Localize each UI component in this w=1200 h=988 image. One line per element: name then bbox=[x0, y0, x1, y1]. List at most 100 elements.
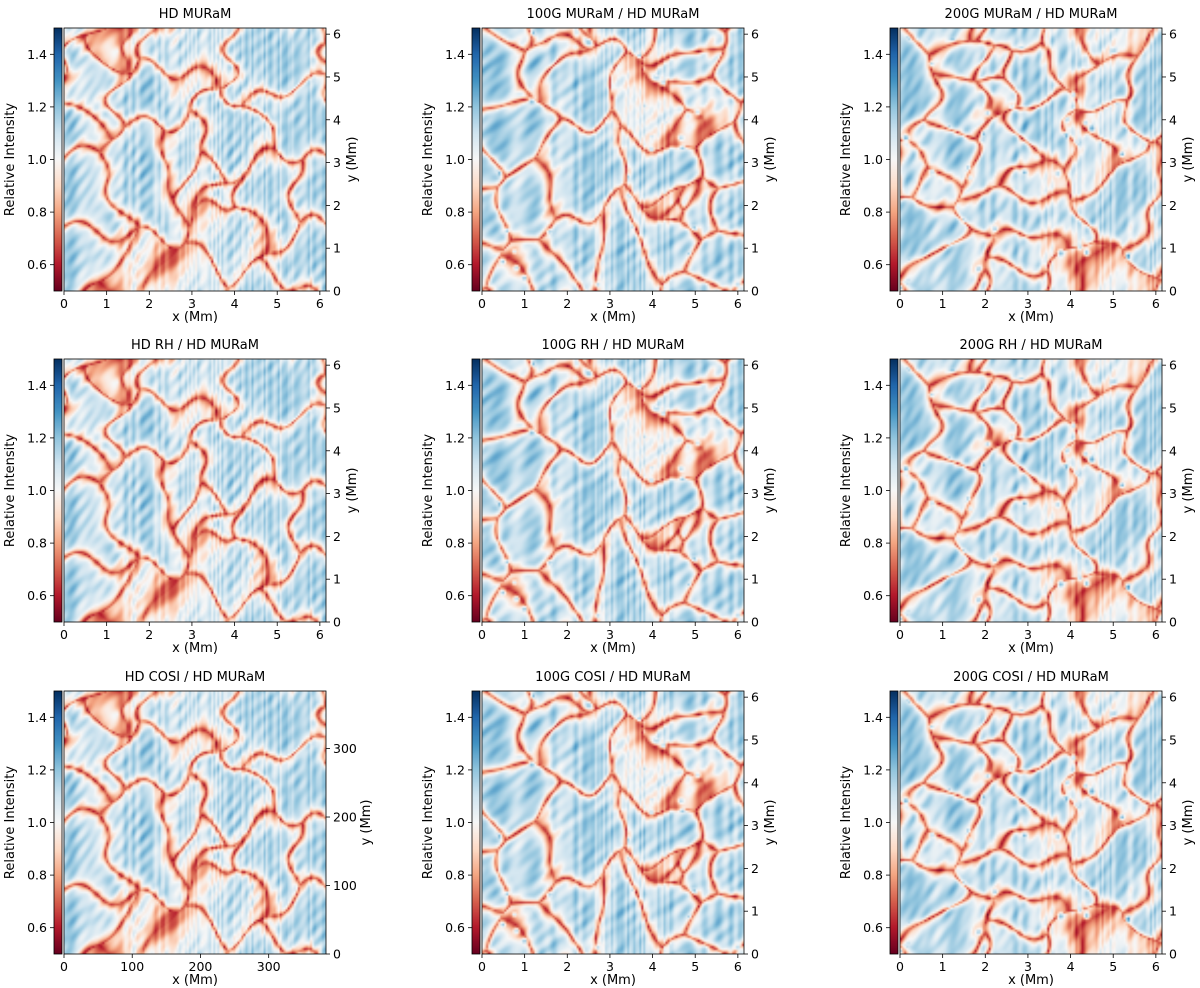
colorbar-tick-label: 1.2 bbox=[445, 99, 465, 114]
x-tick-label: 6 bbox=[316, 627, 324, 642]
panel-frame bbox=[481, 27, 745, 292]
colorbar-tick-label: 1.4 bbox=[27, 378, 47, 393]
x-tick-label: 0 bbox=[478, 627, 486, 642]
colorbar bbox=[890, 691, 898, 954]
y-tick-label: 0 bbox=[751, 947, 759, 962]
x-tick-label: 1 bbox=[521, 627, 529, 642]
y-tick-label: 0 bbox=[751, 615, 759, 630]
x-tick-label: 6 bbox=[734, 627, 742, 642]
intensity-heatmap bbox=[482, 691, 744, 954]
y-axis-label: y (Mm) bbox=[1181, 137, 1196, 183]
colorbar bbox=[890, 359, 898, 622]
x-tick-label: 6 bbox=[734, 959, 742, 974]
y-axis-label: y (Mm) bbox=[763, 800, 778, 846]
panel-3: 200G MURaM / HD MURaM 0.6 0.8 1.0 1.2 1.4 Rela… bbox=[839, 7, 1196, 325]
panel-title: 200G COSI / HD MURaM bbox=[953, 670, 1109, 685]
intensity-heatmap bbox=[64, 691, 326, 954]
x-axis-label: x (Mm) bbox=[590, 310, 636, 325]
y-tick-label: 5 bbox=[751, 69, 759, 84]
x-tick-label: 4 bbox=[649, 627, 657, 642]
y-tick-label: 5 bbox=[751, 732, 759, 747]
colorbar bbox=[54, 359, 62, 622]
colorbar bbox=[54, 691, 62, 954]
panel-9: 200G COSI / HD MURaM 0.6 0.8 1.0 1.2 1.4 Relat… bbox=[839, 670, 1196, 988]
y-tick-label: 2 bbox=[1169, 861, 1177, 876]
colorbar-tick-label: 0.6 bbox=[863, 920, 883, 935]
y-axis-label: y (Mm) bbox=[345, 137, 360, 183]
y-tick-label: 0 bbox=[333, 947, 341, 962]
panel-title: 100G RH / HD MURaM bbox=[541, 338, 684, 353]
colorbar-tick-label: 1.2 bbox=[27, 762, 47, 777]
y-tick-label: 6 bbox=[333, 358, 341, 373]
colorbar-tick-label: 1.0 bbox=[27, 483, 47, 498]
colorbar-tick-label: 1.0 bbox=[27, 152, 47, 167]
y-tick-label: 4 bbox=[751, 112, 759, 127]
colorbar-tick-label: 0.8 bbox=[445, 205, 465, 220]
x-tick-label: 5 bbox=[273, 627, 281, 642]
colorbar-tick-label: 1.0 bbox=[863, 483, 883, 498]
x-tick-label: 0 bbox=[478, 296, 486, 311]
colorbar-tick-label: 1.4 bbox=[863, 47, 883, 62]
intensity-heatmap bbox=[482, 28, 744, 291]
x-tick-label: 6 bbox=[1152, 627, 1160, 642]
colorbar-tick-label: 1.2 bbox=[445, 430, 465, 445]
x-tick-label: 0 bbox=[60, 627, 68, 642]
panel-frame bbox=[899, 690, 1163, 955]
colorbar-label: Relative Intensity bbox=[3, 103, 18, 216]
x-tick-label: 0 bbox=[60, 296, 68, 311]
y-tick-label: 0 bbox=[333, 284, 341, 299]
y-tick-label: 1 bbox=[1169, 904, 1177, 919]
panel-frame bbox=[899, 27, 1163, 292]
colorbar-tick-label: 0.8 bbox=[27, 536, 47, 551]
colorbar-tick-label: 0.8 bbox=[27, 868, 47, 883]
x-tick-label: 0 bbox=[896, 959, 904, 974]
y-tick-label: 2 bbox=[1169, 198, 1177, 213]
y-tick-label: 6 bbox=[333, 27, 341, 42]
panel-frame bbox=[63, 358, 327, 623]
x-tick-label: 6 bbox=[316, 296, 324, 311]
y-tick-label: 3 bbox=[1169, 818, 1177, 833]
y-tick-label: 2 bbox=[751, 198, 759, 213]
y-tick-label: 2 bbox=[333, 198, 341, 213]
colorbar-tick-label: 1.4 bbox=[445, 378, 465, 393]
y-tick-label: 5 bbox=[333, 69, 341, 84]
intensity-heatmap bbox=[900, 359, 1162, 622]
y-tick-label: 0 bbox=[751, 284, 759, 299]
colorbar-label: Relative Intensity bbox=[421, 766, 436, 879]
x-tick-label: 1 bbox=[939, 296, 947, 311]
y-tick-label: 2 bbox=[751, 861, 759, 876]
x-tick-label: 100 bbox=[120, 959, 144, 974]
y-tick-label: 0 bbox=[333, 615, 341, 630]
x-tick-label: 2 bbox=[981, 296, 989, 311]
panel-title: HD COSI / HD MURaM bbox=[125, 670, 266, 685]
panel-frame bbox=[63, 690, 327, 955]
colorbar-tick-label: 0.8 bbox=[445, 536, 465, 551]
x-tick-label: 2 bbox=[981, 627, 989, 642]
colorbar-tick-label: 1.2 bbox=[27, 99, 47, 114]
x-tick-label: 2 bbox=[981, 959, 989, 974]
x-tick-label: 4 bbox=[1067, 959, 1075, 974]
y-tick-label: 2 bbox=[333, 529, 341, 544]
x-tick-label: 5 bbox=[691, 959, 699, 974]
y-tick-label: 1 bbox=[1169, 572, 1177, 587]
x-axis-label: x (Mm) bbox=[172, 641, 218, 656]
y-tick-label: 5 bbox=[1169, 69, 1177, 84]
x-tick-label: 0 bbox=[896, 296, 904, 311]
y-tick-label: 3 bbox=[333, 155, 341, 170]
y-tick-label: 3 bbox=[751, 155, 759, 170]
panel-7: HD COSI / HD MURaM 0.6 0.8 1.0 1.2 1.4 Relativ… bbox=[3, 670, 374, 988]
y-tick-label: 6 bbox=[751, 27, 759, 42]
panel-2: 100G MURaM / HD MURaM 0.6 0.8 1.0 1.2 1.4 Rela… bbox=[421, 7, 778, 325]
x-tick-label: 5 bbox=[1109, 627, 1117, 642]
y-tick-label: 4 bbox=[1169, 775, 1177, 790]
colorbar-tick-label: 1.0 bbox=[445, 483, 465, 498]
colorbar-tick-label: 1.4 bbox=[863, 710, 883, 725]
y-axis-label: y (Mm) bbox=[763, 468, 778, 514]
colorbar-tick-label: 0.8 bbox=[863, 536, 883, 551]
x-tick-label: 3 bbox=[606, 959, 614, 974]
colorbar-tick-label: 1.2 bbox=[445, 762, 465, 777]
colorbar-tick-label: 1.4 bbox=[27, 47, 47, 62]
x-tick-label: 1 bbox=[939, 959, 947, 974]
x-tick-label: 1 bbox=[103, 296, 111, 311]
x-tick-label: 1 bbox=[103, 627, 111, 642]
